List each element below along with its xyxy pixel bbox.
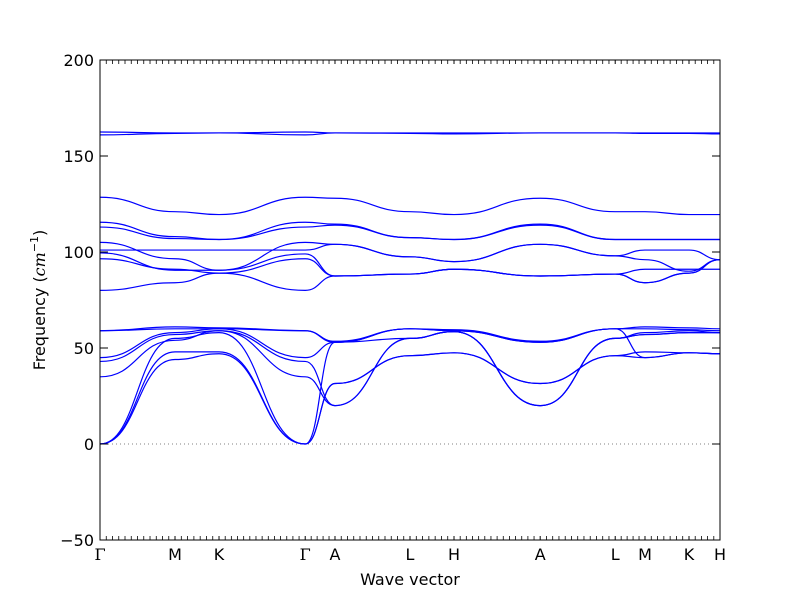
y-tick-label: 200 (63, 51, 94, 70)
x-tick-label: Γ (300, 545, 311, 564)
y-tick-label: 150 (63, 147, 94, 166)
dispersion-branches (99, 131, 721, 445)
y-axis-label-unit: cm (30, 252, 49, 276)
y-axis-label-close: ) (30, 230, 49, 236)
x-tick-label: M (168, 545, 182, 564)
dispersion-branch-10 (99, 259, 721, 292)
dispersion-branch-5 (99, 224, 720, 241)
x-tick-label: A (330, 545, 341, 564)
y-tick-label: 100 (63, 243, 94, 262)
x-tick-label: M (638, 545, 652, 564)
dispersion-branch-17 (99, 332, 721, 445)
x-tick-label: A (535, 545, 546, 564)
y-tick-label: −50 (60, 531, 94, 550)
dispersion-branch-15 (99, 330, 720, 407)
y-axis-label-exponent: −1 (28, 236, 41, 252)
y-ticks: −50 0 50 100 150 200 (60, 51, 720, 550)
dispersion-branch-18 (99, 328, 721, 445)
x-tick-label: H (448, 545, 460, 564)
y-axis-label: Frequency (cm−1) (28, 230, 49, 371)
x-axis-label: Wave vector (360, 570, 460, 589)
x-tick-label: K (214, 545, 225, 564)
dispersion-branch-3 (99, 196, 720, 216)
dispersion-branch-7 (99, 243, 721, 272)
x-tick-label: K (684, 545, 695, 564)
y-tick-label: 50 (74, 339, 94, 358)
y-tick-label: 0 (84, 435, 94, 454)
x-tick-label: L (611, 545, 620, 564)
x-tick-label: H (714, 545, 726, 564)
x-tick-label: L (406, 545, 415, 564)
dispersion-branch-2 (99, 132, 721, 136)
x-tick-label: Γ (94, 545, 105, 564)
y-axis-label-text: Frequency ( (30, 276, 49, 370)
